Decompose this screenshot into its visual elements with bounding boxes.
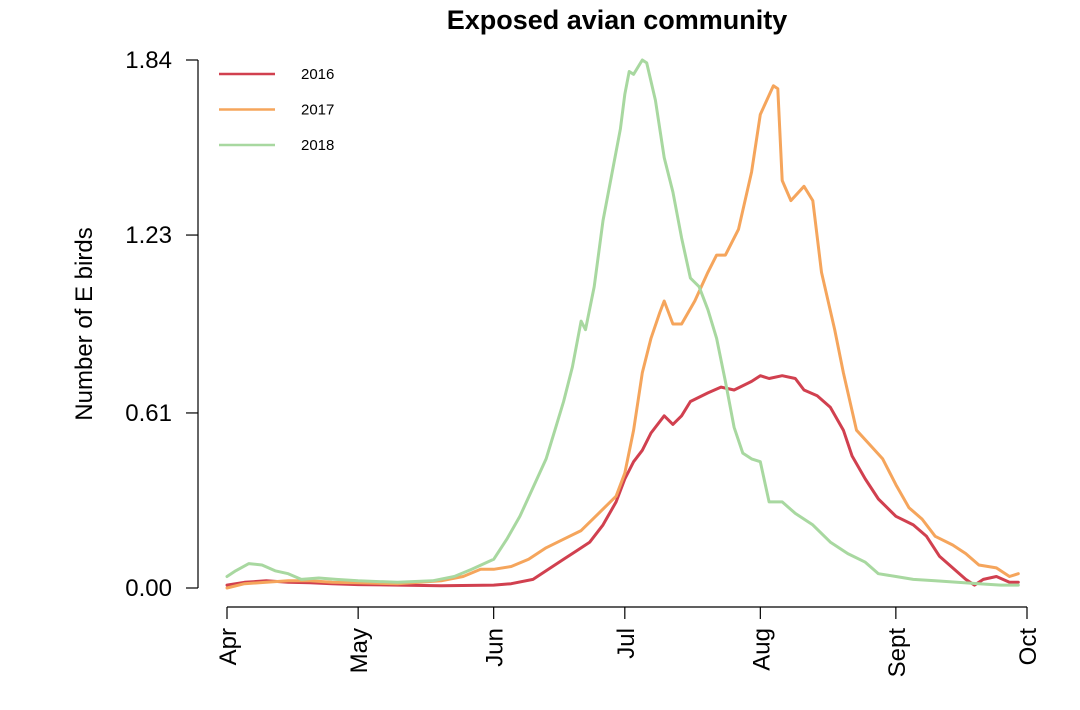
- y-tick-label: 1.84: [125, 47, 172, 74]
- series-line-2017: [225, 84, 1020, 590]
- series-layer: [225, 58, 1020, 590]
- x-tick-label: Oct: [1015, 628, 1042, 666]
- x-tick-label: Jul: [613, 628, 640, 659]
- y-axis: 0.00 0.61 1.23 1.84: [125, 47, 199, 602]
- x-tick-label: Apr: [215, 628, 242, 665]
- series-line-2016: [225, 374, 1020, 588]
- y-axis-label: Number of E birds: [71, 227, 98, 420]
- x-tick-label: Jun: [482, 628, 509, 667]
- x-tick-label: Aug: [748, 628, 775, 671]
- series-line-2018: [225, 58, 1020, 587]
- chart-title: Exposed avian community: [447, 5, 788, 35]
- legend-label-2016: 2016: [301, 66, 334, 83]
- x-tick-label: May: [346, 628, 373, 673]
- legend-label-2017: 2017: [301, 102, 334, 119]
- legend-label-2018: 2018: [301, 137, 334, 154]
- y-tick-label: 0.61: [125, 400, 172, 427]
- x-axis: Apr May Jun Jul Aug Sept Oct: [215, 606, 1042, 678]
- y-tick-label: 1.23: [125, 222, 172, 249]
- legend: 2016 2017 2018: [219, 66, 334, 154]
- y-tick-label: 0.00: [125, 575, 172, 602]
- x-tick-label: Sept: [884, 628, 911, 678]
